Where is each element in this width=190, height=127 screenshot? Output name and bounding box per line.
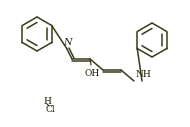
Text: Cl: Cl	[45, 105, 55, 114]
Text: OH: OH	[84, 69, 100, 78]
Text: NH: NH	[135, 70, 151, 79]
Text: H: H	[43, 97, 51, 106]
Text: N: N	[63, 38, 71, 47]
